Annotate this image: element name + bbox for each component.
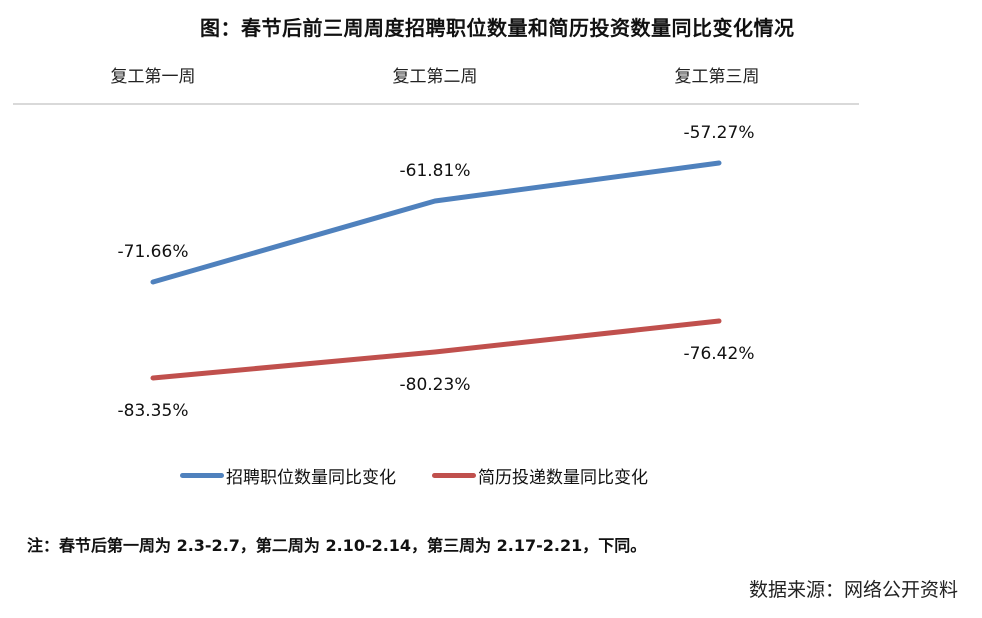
category-label-week2: 复工第二周 bbox=[392, 67, 478, 87]
legend-label: 招聘职位数量同比变化 bbox=[226, 468, 396, 488]
footnote: 注：春节后第一周为 2.3-2.7，第二周为 2.10-2.14，第三周为 2.… bbox=[27, 536, 647, 555]
legend-swatch-blue bbox=[180, 473, 224, 478]
legend-label: 简历投递数量同比变化 bbox=[478, 468, 648, 488]
data-label: -61.81% bbox=[399, 161, 471, 181]
category-label-week1: 复工第一周 bbox=[110, 67, 196, 87]
category-axis-line bbox=[13, 103, 859, 105]
data-label: -80.23% bbox=[399, 375, 471, 395]
legend-item-recruitment[interactable]: 招聘职位数量同比变化 bbox=[180, 463, 396, 488]
series-line-recruitment bbox=[150, 160, 722, 285]
legend-swatch-red bbox=[432, 473, 476, 478]
data-label: -57.27% bbox=[683, 123, 755, 143]
data-label: -83.35% bbox=[117, 401, 189, 421]
chart-title: 图：春节后前三周周度招聘职位数量和简历投资数量同比变化情况 bbox=[200, 16, 795, 40]
data-label: -76.42% bbox=[683, 344, 755, 364]
category-label-week3: 复工第三周 bbox=[674, 67, 760, 87]
data-source: 数据来源：网络公开资料 bbox=[748, 579, 958, 601]
legend: 招聘职位数量同比变化 简历投递数量同比变化 bbox=[180, 463, 684, 488]
series-line-resume bbox=[150, 318, 722, 381]
data-label: -71.66% bbox=[117, 242, 189, 262]
legend-item-resume[interactable]: 简历投递数量同比变化 bbox=[432, 463, 648, 488]
